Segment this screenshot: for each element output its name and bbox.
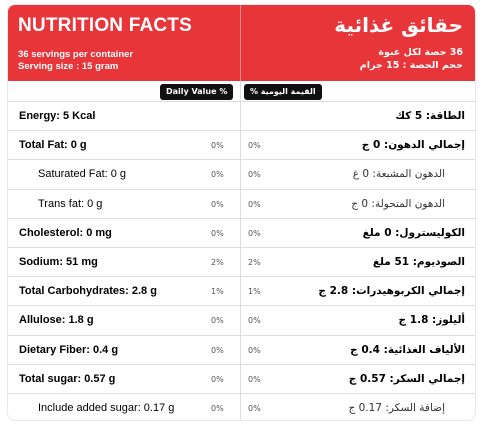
nutrient-row: Total Carbohydrates: 2.8 g إجمالي الكربوه… xyxy=(8,276,475,305)
daily-value: 0% xyxy=(211,170,224,180)
daily-value: 0% xyxy=(248,228,261,238)
nutrient-en: Trans fat: 0 g xyxy=(38,197,103,210)
nutrient-row: Total Fat: 0 g إجمالي الدهون: 0 ج 0% 0% xyxy=(8,130,475,159)
divider xyxy=(240,5,241,81)
title: حقائق غذائية xyxy=(334,13,463,37)
nutrient-ar: الصوديوم: 51 ملغ xyxy=(372,256,465,268)
nutrient-ar: الألياف الغذائية: 0.4 ج xyxy=(350,343,465,356)
nutrient-row: Include added sugar: 0.17 g إضافة السكر: … xyxy=(8,393,475,420)
nutrient-ar: الطاقة: 5 كك xyxy=(395,110,465,122)
nutrient-row: Dietary Fiber: 0.4 g الألياف الغذائية: 0.… xyxy=(8,334,475,364)
nutrient-row: Sodium: 51 mg الصوديوم: 51 ملغ 2% 2% xyxy=(8,247,475,276)
nutrient-ar: إجمالي الدهون: 0 ج xyxy=(361,139,465,152)
daily-value: 1% xyxy=(248,287,261,297)
nutrient-ar: إضافة السكر: 0.17 ج xyxy=(348,402,446,414)
daily-value: 0% xyxy=(211,374,224,384)
header: NUTRITION FACTS حقائق غذائية 36 servings… xyxy=(8,5,475,81)
daily-value: 0% xyxy=(211,316,224,326)
daily-value: 0% xyxy=(248,316,261,326)
divider xyxy=(240,81,241,420)
nutrient-ar: أليلوز: 1.8 ج xyxy=(398,314,465,327)
daily-value: 0% xyxy=(211,404,224,413)
daily-value: 0% xyxy=(211,199,224,209)
daily-value: 0% xyxy=(248,374,261,384)
nutrient-en: Total sugar: 0.57 g xyxy=(19,372,116,385)
nutrient-en: Energy: 5 Kcal xyxy=(19,110,96,122)
daily-value: 1% xyxy=(211,287,224,297)
daily-value: 2% xyxy=(248,258,261,267)
daily-value: 0% xyxy=(248,199,261,209)
title: NUTRITION FACTS xyxy=(18,15,192,36)
nutrient-ar: إجمالي السكر: 0.57 ج xyxy=(348,372,465,385)
nutrient-ar: الدهون المتحولة: 0 ج xyxy=(351,197,445,210)
daily-value: 0% xyxy=(211,141,224,151)
daily-value: 0% xyxy=(248,404,261,413)
nutrient-row: Saturated Fat: 0 g الدهون المشبعة: 0 غ 0% 0… xyxy=(8,159,475,188)
nutrient-en: Sodium: 51 mg xyxy=(19,256,98,268)
nutrient-row: Cholesterol: 0 mg الكوليسترول: 0 ملغ 0% 0% xyxy=(8,217,475,247)
nutrient-ar: الكوليسترول: 0 ملغ xyxy=(362,226,465,239)
nutrient-en: Total Fat: 0 g xyxy=(19,139,87,152)
nutrient-row: Trans fat: 0 g الدهون المتحولة: 0 ج 0% 0% xyxy=(8,188,475,218)
nutrient-en: Total Carbohydrates: 2.8 g xyxy=(19,285,157,298)
nutrient-en: Allulose: 1.8 g xyxy=(19,314,94,327)
daily-value: 0% xyxy=(248,170,261,180)
nutrient-en: Dietary Fiber: 0.4 g xyxy=(19,343,119,356)
nutrient-en: Saturated Fat: 0 g xyxy=(38,168,127,181)
daily-value-header: القيمة اليومية % xyxy=(244,84,322,100)
servings: 36 servings per container xyxy=(18,49,134,60)
serving-size: Serving size : 15 gram xyxy=(18,61,119,72)
nutrient-ar: إجمالي الكربوهيدرات: 2.8 ج xyxy=(318,285,465,298)
nutrient-en: Cholesterol: 0 mg xyxy=(19,226,112,239)
daily-value: 2% xyxy=(211,258,224,267)
daily-value: 0% xyxy=(248,345,261,355)
serving-size: حجم الحصة : 15 جرام xyxy=(359,60,463,71)
daily-value-header: Daily Value % xyxy=(160,84,234,100)
daily-value: 0% xyxy=(211,345,224,355)
nutrient-row: Total sugar: 0.57 g إجمالي السكر: 0.57 ج 0… xyxy=(8,363,475,393)
daily-value: 0% xyxy=(211,228,224,238)
nutrient-row: Allulose: 1.8 g أليلوز: 1.8 ج 0% 0% xyxy=(8,305,475,334)
daily-value: 0% xyxy=(248,141,261,151)
nutrition-label: NUTRITION FACTS حقائق غذائية 36 servings… xyxy=(7,4,476,421)
servings: 36 حصة لكل عبوة xyxy=(378,47,463,58)
nutrient-en: Include added sugar: 0.17 g xyxy=(38,402,175,414)
nutrient-ar: الدهون المشبعة: 0 غ xyxy=(352,168,445,181)
nutrient-row: Energy: 5 Kcal الطاقة: 5 كك xyxy=(8,101,475,130)
